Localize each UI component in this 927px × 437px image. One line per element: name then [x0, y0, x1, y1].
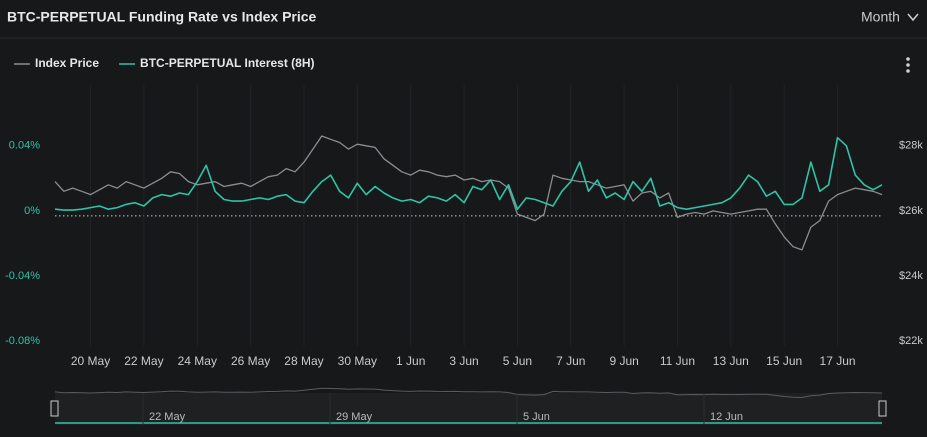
menu-dot[interactable] — [906, 57, 910, 61]
x-tick-label: 15 Jun — [766, 354, 802, 368]
x-tick-label: 5 Jun — [503, 354, 532, 368]
series-line — [54, 135, 883, 251]
y-tick-label: -0.04% — [5, 270, 40, 282]
x-tick-label: 28 May — [284, 354, 323, 368]
menu-dot[interactable] — [906, 63, 910, 67]
menu-button[interactable] — [906, 57, 910, 73]
menu-dot[interactable] — [906, 69, 910, 73]
y-tick-label: 0.04% — [9, 140, 40, 152]
navigator[interactable] — [55, 393, 882, 425]
navigator-tick-label: 22 May — [149, 411, 186, 423]
x-tick-label: 11 Jun — [660, 354, 695, 368]
navigator-tick-label: 5 Jun — [523, 411, 550, 423]
x-tick-label: 20 May — [71, 354, 110, 368]
y2-tick-label: $24k — [899, 270, 923, 282]
x-tick-label: 24 May — [178, 354, 217, 368]
x-tick-label: 17 Jun — [820, 354, 856, 368]
legend-label[interactable]: BTC-PERPETUAL Interest (8H) — [140, 56, 314, 70]
navigator-line — [54, 387, 883, 399]
navigator-handle[interactable] — [878, 400, 887, 417]
x-tick-label: 3 Jun — [449, 354, 478, 368]
range-label[interactable]: Month — [861, 9, 900, 25]
dropdown-arrow[interactable] — [907, 13, 919, 22]
y2-tick-label: $22k — [899, 335, 923, 347]
y-tick-label: -0.08% — [5, 335, 40, 347]
x-tick-label: 22 May — [124, 354, 163, 368]
x-tick-label: 9 Jun — [609, 354, 638, 368]
navigator-handle[interactable] — [50, 400, 59, 417]
navigator-tick-label: 12 Jun — [710, 411, 743, 423]
navigator-tick-label: 29 May — [336, 411, 373, 423]
widget-title: BTC-PERPETUAL Funding Rate vs Index Pric… — [7, 9, 317, 25]
x-tick-label: 26 May — [231, 354, 270, 368]
y2-tick-label: $28k — [899, 140, 923, 152]
y-tick-label: 0% — [24, 205, 40, 217]
x-tick-label: 13 Jun — [713, 354, 749, 368]
range-dropdown[interactable]: Month — [861, 9, 919, 25]
x-tick-label: 30 May — [338, 354, 377, 368]
x-tick-label: 7 Jun — [556, 354, 585, 368]
series-line — [54, 136, 883, 211]
y2-tick-label: $26k — [899, 205, 923, 217]
legend-label[interactable]: Index Price — [35, 56, 99, 70]
x-tick-label: 1 Jun — [396, 354, 425, 368]
